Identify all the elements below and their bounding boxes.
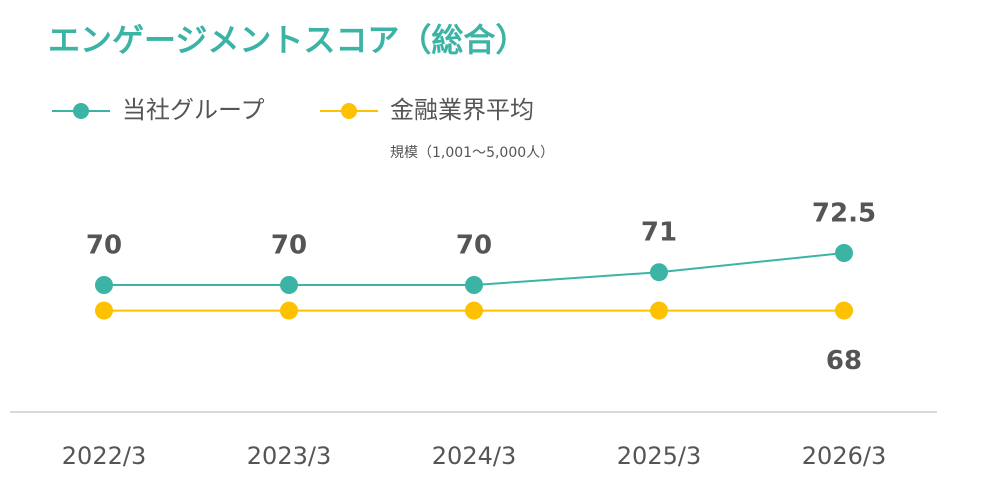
data-label: 70 [271,231,307,261]
point [95,276,113,294]
data-label: 70 [456,231,492,261]
legend-marker [73,103,89,119]
data-label: 71 [641,218,677,248]
x-tick-label: 2023/3 [247,442,331,470]
data-label: 70 [86,231,122,261]
x-tick-label: 2025/3 [617,442,701,470]
legend-label: 金融業界平均 [390,96,534,124]
point [95,301,113,320]
point [280,301,298,320]
legend-note: 規模（1,001～5,000人） [390,145,554,161]
chart-title: エンゲージメントスコア（総合） [48,21,527,59]
point [465,301,483,320]
point [465,276,483,294]
point [280,276,298,294]
legend-marker [341,103,357,119]
legend-label: 当社グループ [122,96,265,124]
point [835,244,853,262]
point [650,301,668,320]
data-label: 72.5 [812,199,876,229]
point [650,263,668,282]
x-tick-label: 2024/3 [432,442,516,470]
x-tick-label: 2026/3 [802,442,886,470]
x-tick-label: 2022/3 [62,442,146,470]
point [835,301,853,320]
data-label: 68 [826,346,862,376]
